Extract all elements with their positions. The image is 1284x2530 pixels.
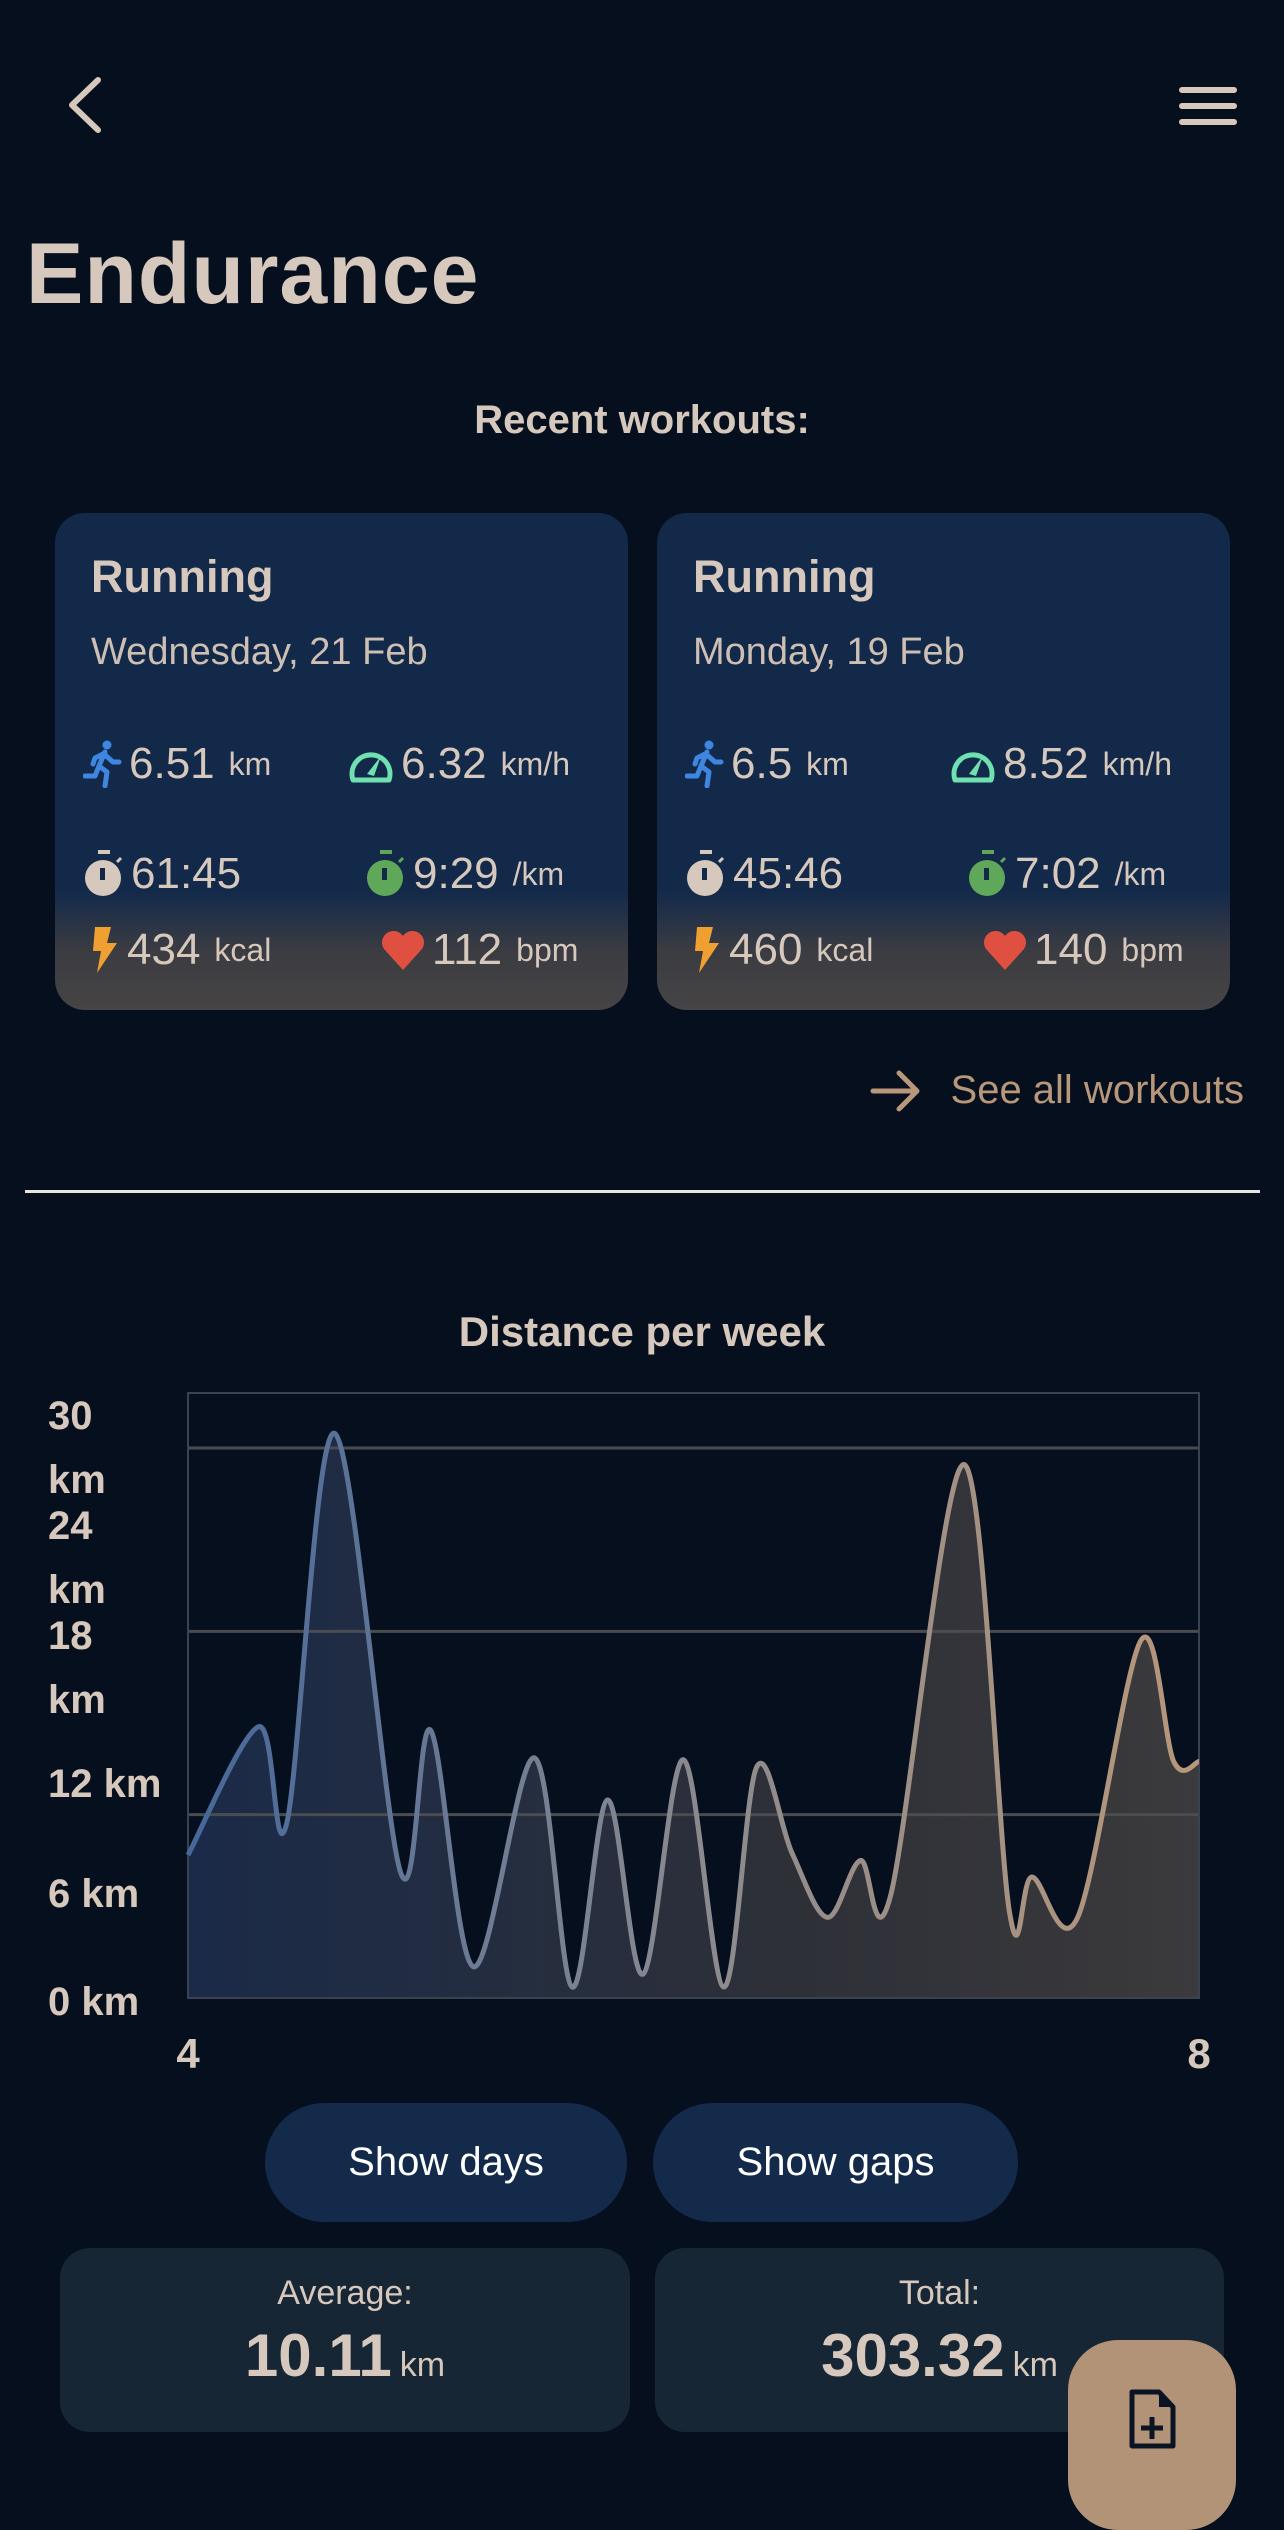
lightning-icon [93,927,117,973]
speed-metric-value: 6.32 [401,739,487,788]
duration-metric: 61:45 [83,849,241,899]
back-button[interactable] [52,70,122,140]
workout-date: Monday, 19 Feb [693,631,965,673]
stopwatch-icon [85,850,123,896]
stopwatch-icon [969,850,1007,896]
distance-metric: 6.51 km [83,739,271,789]
running-icon [685,740,724,788]
chevron-left-icon [69,77,101,133]
distance-metric-value: 6.5 [731,739,793,788]
distance-metric-value: 6.51 [129,739,215,788]
menu-button[interactable] [1178,84,1238,128]
heart-icon [381,930,425,970]
add-document-icon [1129,2389,1176,2449]
plot-frame [187,1392,1200,1999]
distance-metric-unit: km [806,745,849,782]
workout-date: Wednesday, 21 Feb [91,631,428,673]
pace-metric-unit: /km [1114,855,1167,892]
y-tick-label: 30 km [48,1394,106,1502]
workout-type: Running [91,551,274,602]
area-fill [188,1433,1199,1998]
x-tick-label: 8 [1187,2030,1210,2077]
average-label: Average: [277,2274,413,2312]
show-gaps-button[interactable]: Show gaps [653,2103,1018,2222]
see-all-label: See all workouts [950,1068,1244,1112]
speedometer-icon [349,752,393,783]
workout-card[interactable]: Running Wednesday, 21 Feb 6.51 km 6.32 km/h 61… [55,513,628,1010]
total-unit: km [1012,2346,1058,2384]
y-tick-label: 18 km [48,1614,106,1722]
pace-metric-unit: /km [512,855,565,892]
distance-metric: 6.5 km [685,739,849,789]
heart-rate-metric-unit: bpm [1121,931,1184,968]
total-label: Total: [898,2274,981,2312]
calories-metric: 460 kcal [693,925,873,975]
stopwatch-icon [687,850,725,896]
y-tick-label: 12 km [48,1762,162,1806]
pace-metric: 7:02/km [967,849,1166,899]
recent-workouts-heading: Recent workouts: [474,398,810,442]
average-unit: km [399,2346,446,2384]
heart-rate-metric-unit: bpm [516,931,579,968]
lightning-icon [695,927,719,973]
calories-metric: 434 kcal [91,925,271,975]
distance-line [185,1430,1200,1990]
x-tick-label: 4 [176,2030,200,2077]
y-axis-labels: 30 km 24 km 18 km 12 km 6 km 0 km [48,1392,188,2024]
y-tick-label: 6 km [48,1872,140,1916]
stopwatch-icon [367,850,405,896]
chart-title: Distance per week [458,1308,826,1355]
show-days-button[interactable]: Show days [265,2103,627,2222]
heart-rate-metric: 112 bpm [380,925,578,975]
calories-metric-unit: kcal [816,931,874,968]
average-stat: Average: 10.11 km [60,2248,630,2432]
heart-rate-metric-value: 140 [1034,925,1108,974]
speed-metric-unit: km/h [1102,745,1172,782]
speed-metric-unit: km/h [500,745,570,782]
heart-icon [983,930,1027,970]
add-workout-fab[interactable] [1068,2340,1236,2530]
see-all-workouts-link[interactable]: See all workouts [869,1068,1244,1113]
divider [25,1190,1260,1193]
average-value: 10.11 [244,2322,392,2389]
y-tick-label: 0 km [48,1980,140,2024]
pace-metric-value: 7:02 [1015,849,1101,898]
pace-metric: 9:29/km [365,849,564,899]
duration-metric-value: 61:45 [131,849,242,898]
distance-metric-unit: km [228,745,272,782]
pace-metric-value: 9:29 [413,849,499,898]
y-tick-label: 24 km [48,1504,106,1612]
page-title: Endurance [26,226,480,322]
calories-metric-value: 460 [729,925,803,974]
speed-metric-value: 8.52 [1003,739,1089,788]
arrow-right-icon [870,1070,920,1111]
calories-metric-unit: kcal [214,931,272,968]
duration-metric: 45:46 [685,849,843,899]
workout-card[interactable]: Running Monday, 19 Feb 6.5 km 8.52 km/h 45:46 7… [657,513,1230,1010]
speed-metric: 6.32 km/h [347,739,570,789]
total-value: 303.32 [821,2322,1005,2389]
speedometer-icon [951,752,995,783]
speed-metric: 8.52 km/h [949,739,1172,789]
calories-metric-value: 434 [127,925,201,974]
heart-rate-metric: 140 bpm [982,925,1184,975]
heart-rate-metric-value: 112 [432,925,503,974]
running-icon [83,740,122,788]
workout-type: Running [693,551,876,602]
hamburger-menu-icon [1179,87,1237,125]
duration-metric-value: 45:46 [733,849,844,898]
